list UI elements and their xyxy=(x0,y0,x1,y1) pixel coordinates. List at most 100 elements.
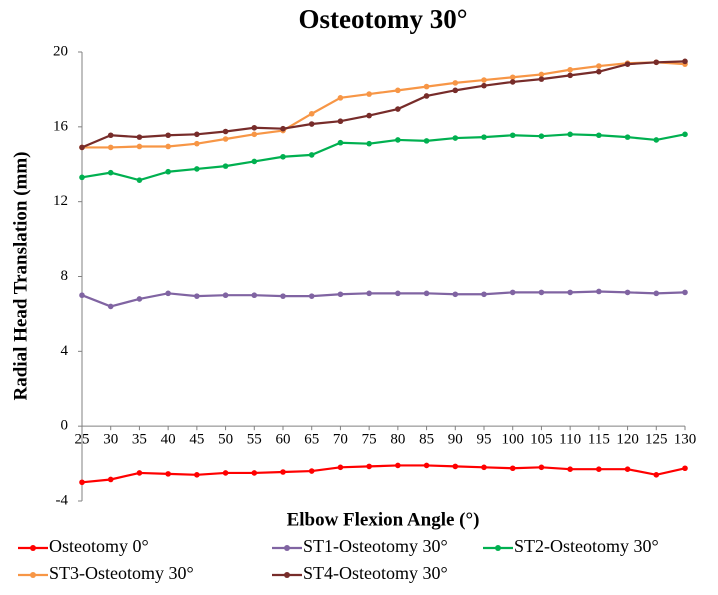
data-point xyxy=(308,152,315,158)
data-point xyxy=(194,131,200,138)
data-point xyxy=(136,177,143,183)
data-point xyxy=(136,470,143,476)
series-line xyxy=(81,290,686,308)
legend-marker xyxy=(284,572,290,578)
data-point xyxy=(624,466,631,472)
y-tick-label: 8 xyxy=(61,268,69,284)
data-point xyxy=(194,472,200,478)
series-line xyxy=(82,61,686,149)
data-point xyxy=(222,163,229,169)
data-point xyxy=(251,124,258,131)
data-point xyxy=(194,140,200,147)
data-point xyxy=(165,471,171,477)
data-point xyxy=(624,61,631,67)
x-tick-label: 30 xyxy=(103,432,118,448)
y-tick-label: 16 xyxy=(53,118,69,134)
x-tick-label: 65 xyxy=(304,432,319,448)
data-point xyxy=(308,110,315,117)
data-point xyxy=(653,472,660,478)
data-point xyxy=(596,288,602,295)
data-point xyxy=(308,121,315,127)
data-point xyxy=(509,79,516,85)
data-point xyxy=(682,465,688,472)
x-tick-label: 45 xyxy=(189,432,204,448)
data-point xyxy=(452,463,459,470)
data-point xyxy=(165,168,171,175)
data-point xyxy=(222,136,229,142)
legend-marker xyxy=(30,545,36,551)
data-point xyxy=(107,132,114,139)
data-point xyxy=(596,132,602,139)
x-tick-label: 80 xyxy=(390,432,405,448)
data-point xyxy=(452,80,459,86)
legend-label: ST4-Osteotomy 30° xyxy=(303,563,448,583)
data-point xyxy=(194,166,200,172)
data-point xyxy=(337,464,344,471)
data-point xyxy=(509,289,516,296)
data-point xyxy=(308,293,315,299)
data-point xyxy=(481,134,487,140)
data-point xyxy=(452,291,459,298)
data-point xyxy=(423,462,430,469)
x-tick-label: 120 xyxy=(616,432,639,448)
data-point xyxy=(366,140,372,147)
data-point xyxy=(395,106,401,112)
data-point xyxy=(107,144,114,151)
data-point xyxy=(682,289,688,296)
data-point xyxy=(682,58,688,65)
data-point xyxy=(251,158,258,165)
data-point xyxy=(165,290,171,297)
legend-marker xyxy=(495,545,501,551)
legend-label: ST2-Osteotomy 30° xyxy=(514,536,659,556)
legend-label: ST1-Osteotomy 30° xyxy=(303,536,448,556)
data-point xyxy=(79,292,85,299)
data-point xyxy=(538,76,545,82)
data-point xyxy=(423,290,430,297)
data-point xyxy=(136,134,143,140)
data-point xyxy=(308,468,315,474)
data-point xyxy=(395,87,401,94)
series-line xyxy=(81,464,686,484)
data-point xyxy=(395,290,401,297)
data-point xyxy=(395,462,401,469)
x-tick-label: 110 xyxy=(559,432,581,448)
x-tick-label: 100 xyxy=(501,432,524,448)
data-point xyxy=(538,133,545,139)
x-tick-label: 40 xyxy=(161,432,176,448)
data-point xyxy=(107,476,114,483)
data-point xyxy=(366,290,372,297)
data-point xyxy=(337,118,344,125)
data-point xyxy=(624,289,631,296)
data-point xyxy=(194,293,200,299)
x-tick-label: 70 xyxy=(333,432,348,448)
x-tick-label: 85 xyxy=(419,432,434,448)
data-point xyxy=(481,291,487,298)
data-point xyxy=(596,68,602,75)
data-point xyxy=(509,74,516,81)
data-point xyxy=(337,139,344,146)
data-point xyxy=(337,291,344,298)
data-point xyxy=(251,470,258,476)
x-tick-label: 90 xyxy=(448,432,463,448)
data-point xyxy=(423,93,430,99)
data-point xyxy=(481,82,487,89)
y-tick-label: 12 xyxy=(53,193,68,209)
data-point xyxy=(107,303,114,310)
series-line xyxy=(81,60,686,149)
data-point xyxy=(567,289,573,296)
legend-marker xyxy=(30,572,36,578)
data-point xyxy=(452,87,459,94)
x-tick-label: 125 xyxy=(645,432,668,448)
data-point xyxy=(280,293,286,299)
data-point xyxy=(366,463,372,470)
data-point xyxy=(280,469,286,475)
data-point xyxy=(653,290,660,297)
data-point xyxy=(538,289,545,296)
chart-title: Osteotomy 30° xyxy=(298,4,467,34)
data-point xyxy=(538,464,545,471)
data-point xyxy=(567,131,573,138)
y-tick-label: 4 xyxy=(61,343,69,359)
data-point xyxy=(222,292,229,299)
x-tick-label: 25 xyxy=(75,432,90,448)
